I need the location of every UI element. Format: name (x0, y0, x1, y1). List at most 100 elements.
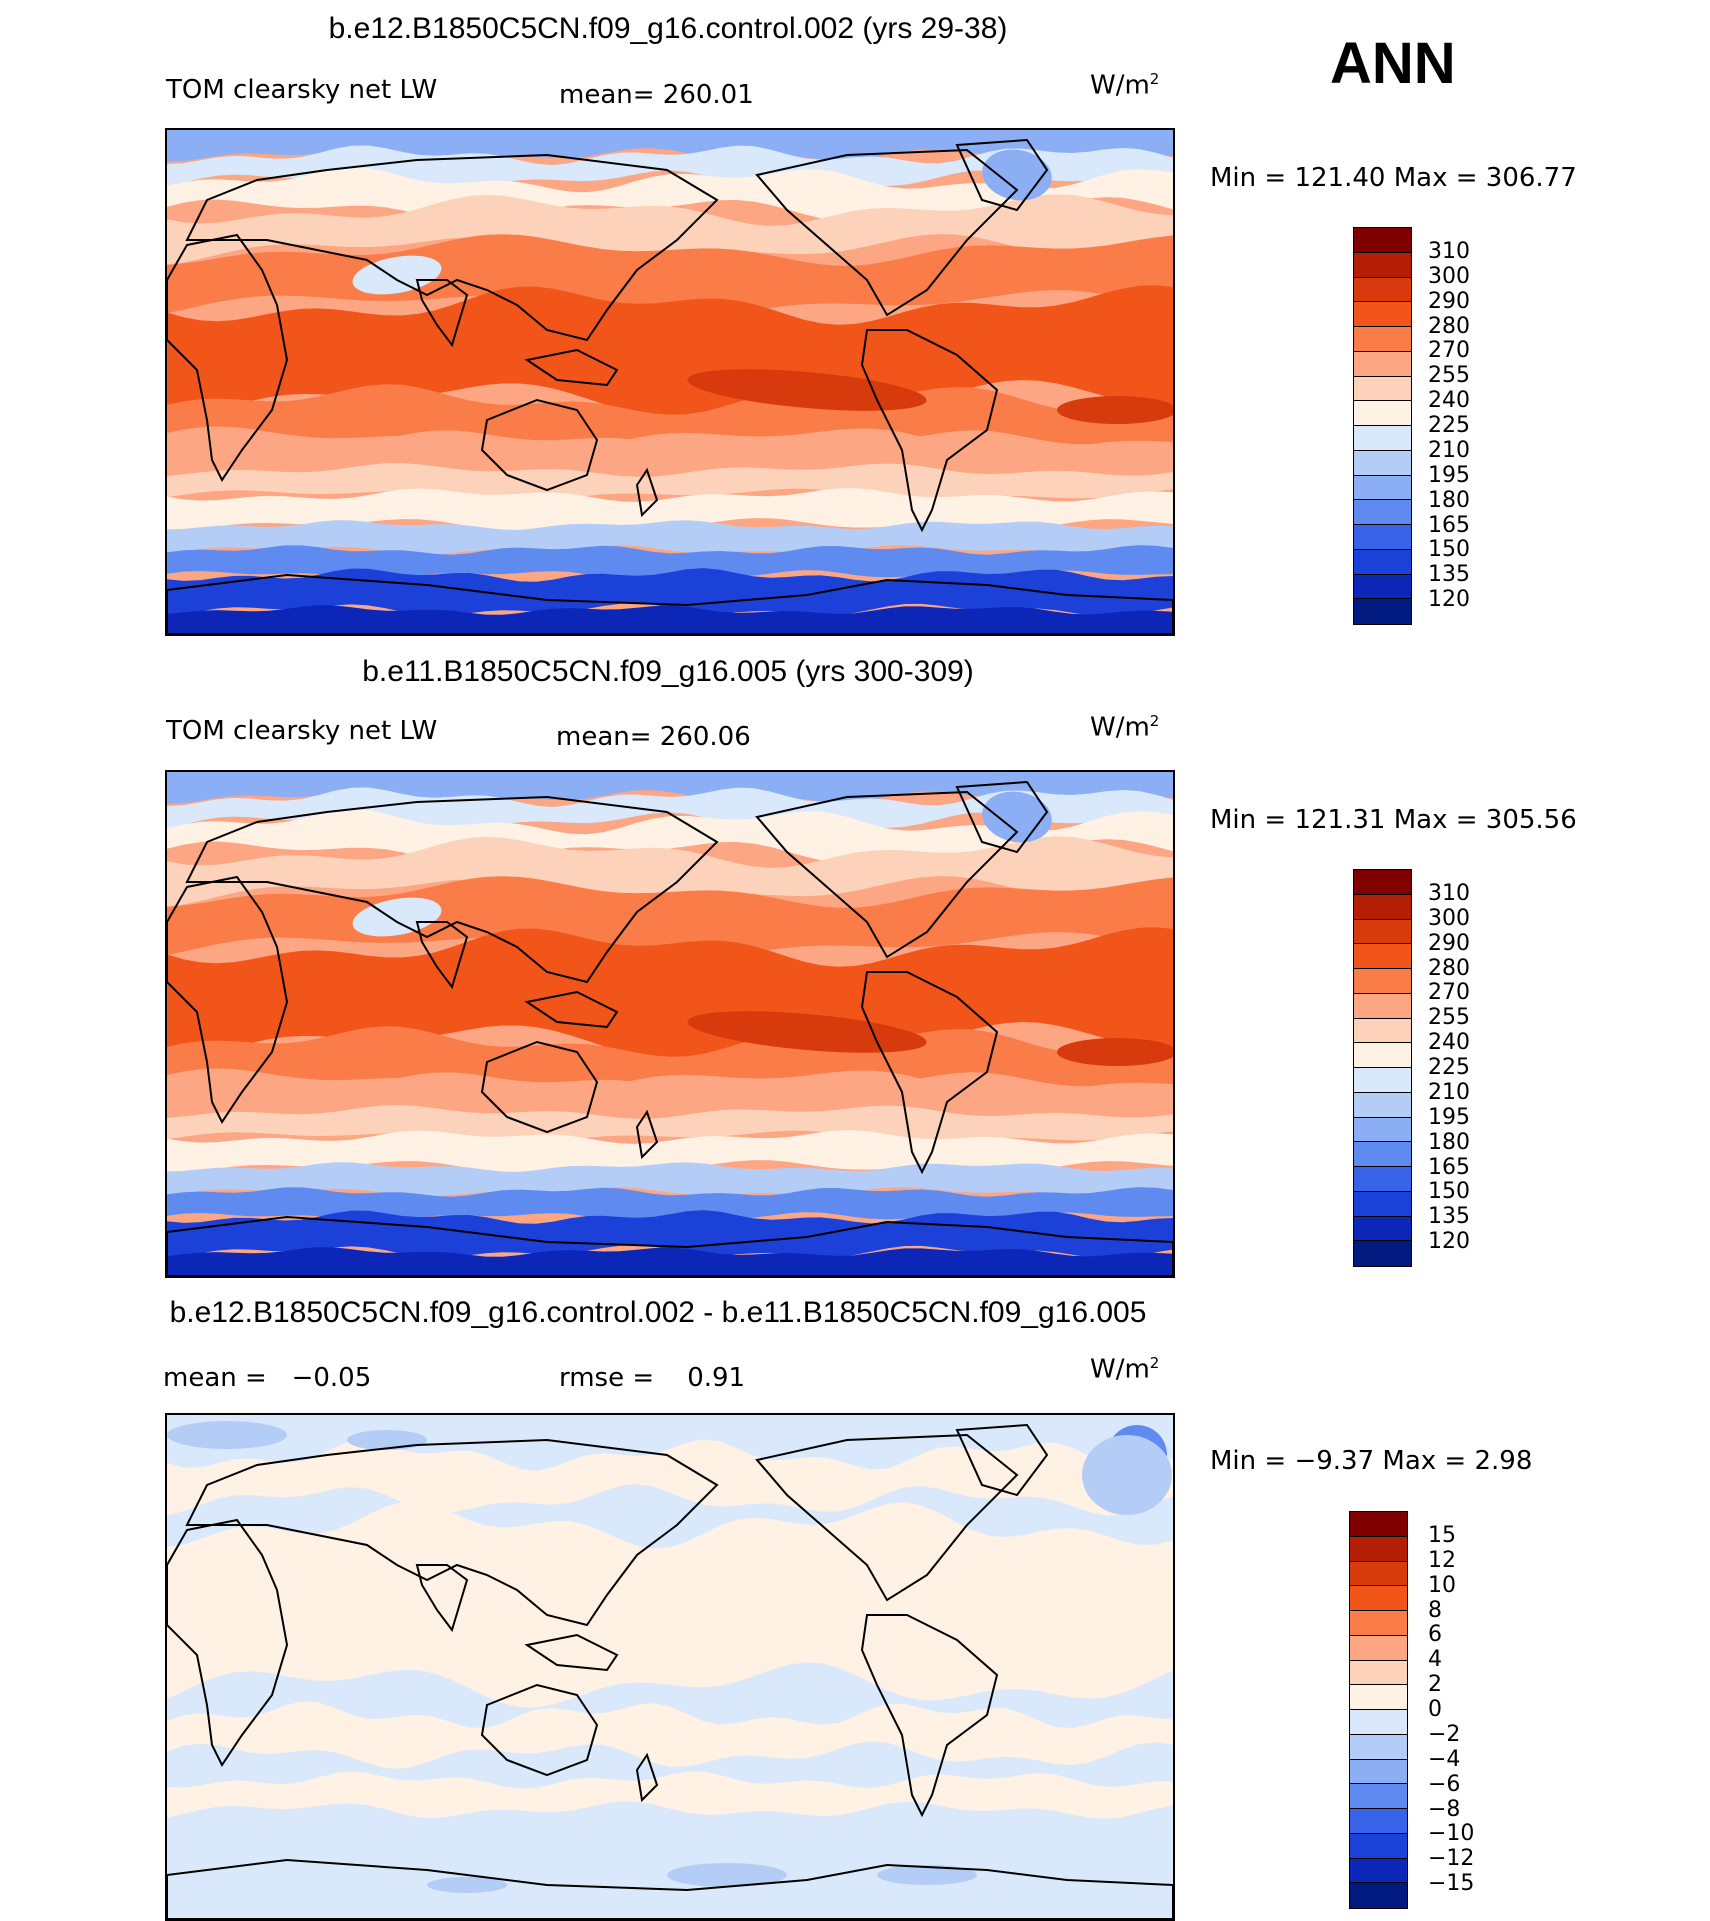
panel-1-max-value: 306.77 (1485, 163, 1577, 193)
panel-2-max-label: Max = (1393, 805, 1486, 835)
colorbar-box (1354, 1191, 1411, 1217)
colorbar-box (1354, 450, 1411, 476)
contour-blob (347, 1430, 427, 1450)
panel-3-max-label: Max = (1382, 1446, 1475, 1476)
colorbar-tick-label: 300 (1428, 905, 1470, 931)
coastline (635, 1109, 659, 1160)
colorbar-box (1354, 426, 1411, 451)
panel-3-mean-label: mean = −0.05 (163, 1363, 372, 1393)
colorbar-box (1354, 599, 1411, 624)
contour-band (167, 787, 1173, 832)
colorbar-tick-label: 225 (1428, 1055, 1470, 1080)
colorbar-tick-label: −2 (1428, 1721, 1461, 1747)
colorbar-box (1350, 1734, 1407, 1760)
colorbar-tick-label: −15 (1428, 1871, 1475, 1897)
coastline (415, 279, 469, 348)
colorbar-tick-label: −4 (1428, 1746, 1461, 1772)
panel-1-minmax: Min = 121.40 Max = 306.77 (1210, 163, 1577, 193)
panel-2-field (167, 772, 1173, 1276)
colorbar-tick-label: 225 (1428, 413, 1470, 438)
colorbar-tick-label: 195 (1428, 462, 1470, 488)
contour-band (167, 130, 1173, 162)
panel-1-units: W/m2 (1090, 70, 1160, 101)
colorbar-box (1350, 1809, 1407, 1834)
coastline (955, 138, 1049, 212)
panel-3-title: b.e12.B1850C5CN.f09_g16.control.002 - b.… (169, 1296, 1147, 1329)
panel-2-map (165, 770, 1175, 1278)
season-label: ANN (1330, 31, 1456, 96)
colorbar-box (1354, 549, 1411, 575)
colorbar-box (1354, 302, 1411, 327)
contour-band (167, 568, 1173, 617)
colorbar-box (1354, 525, 1411, 550)
coastline (167, 875, 289, 1124)
colorbar-box (1350, 1635, 1407, 1661)
colorbar-tick-label: 4 (1428, 1647, 1442, 1673)
colorbar-tick-label: 165 (1428, 1154, 1470, 1180)
colorbar-tick-label: 8 (1428, 1597, 1442, 1623)
colorbar-tick-label: 0 (1428, 1697, 1442, 1722)
contour-blob (1057, 396, 1173, 424)
coastline (635, 467, 659, 518)
panel-2-title: b.e11.B1850C5CN.f09_g16.005 (yrs 300-309… (362, 655, 974, 688)
coastline (167, 1518, 289, 1767)
colorbar-tick-label: 310 (1428, 880, 1470, 906)
contour-blob (687, 1011, 927, 1053)
colorbar-box (1350, 1660, 1407, 1686)
panel-1-min-label: Min = (1210, 163, 1295, 193)
coastline (167, 1858, 1173, 1919)
contour-band (167, 488, 1173, 532)
colorbar-box (1354, 993, 1411, 1019)
coastline (415, 921, 469, 990)
colorbar-tick-label: −6 (1428, 1771, 1461, 1797)
coastline (860, 971, 999, 1175)
colorbar-tick-label: 180 (1428, 487, 1470, 513)
colorbar-box (1354, 1043, 1411, 1068)
contour-blob (877, 1865, 977, 1885)
colorbar-box (1354, 894, 1411, 920)
colorbar-tick-label: 280 (1428, 955, 1470, 981)
contour-band (167, 1210, 1173, 1259)
colorbar-box (1354, 475, 1411, 501)
colorbar-box (1350, 1561, 1407, 1587)
coastline (860, 1614, 999, 1818)
colorbar-tick-label: 135 (1428, 1204, 1470, 1230)
panel-2-variable-label: TOM clearsky net LW (166, 716, 438, 746)
colorbar-tick-label: 290 (1428, 288, 1470, 314)
contour-blob (1082, 1435, 1172, 1515)
colorbar-tick-label: 180 (1428, 1129, 1470, 1155)
colorbar-box (1350, 1710, 1407, 1735)
panel-2-max-value: 305.56 (1485, 805, 1577, 835)
contour-band (167, 1771, 1173, 1819)
coastline (167, 1215, 1173, 1276)
coastline (755, 148, 1019, 317)
colorbar-tick-label: 15 (1428, 1522, 1456, 1548)
colorbar-box (1350, 1611, 1407, 1636)
coastline (480, 398, 599, 492)
contour-band (167, 772, 1173, 804)
colorbar-tick-label: 270 (1428, 338, 1470, 364)
colorbar-tick-label: 255 (1428, 1005, 1470, 1031)
panel-2-colorbar (1353, 869, 1412, 1267)
colorbar-tick-label: 150 (1428, 1179, 1470, 1205)
panel-1-colorbar (1353, 227, 1412, 625)
coastline (167, 233, 289, 482)
colorbar-tick-label: 120 (1428, 1229, 1470, 1255)
colorbar-box (1354, 376, 1411, 402)
contour-band (167, 194, 1173, 265)
panel-1-max-label: Max = (1393, 163, 1486, 193)
contour-band (167, 145, 1173, 190)
coastline (860, 329, 999, 533)
colorbar-box (1350, 1512, 1407, 1537)
panel-1-title: b.e12.B1850C5CN.f09_g16.control.002 (yrs… (328, 12, 1008, 45)
coastline (480, 1683, 599, 1777)
colorbar-tick-label: 12 (1428, 1547, 1456, 1573)
panel-3-map (165, 1413, 1175, 1921)
colorbar-tick-label: 210 (1428, 437, 1470, 463)
colorbar-box (1354, 870, 1411, 895)
colorbar-tick-label: 240 (1428, 1030, 1470, 1056)
colorbar-tick-label: 120 (1428, 587, 1470, 613)
contour-band (167, 545, 1173, 580)
colorbar-tick-label: 240 (1428, 388, 1470, 414)
panel-2-minmax: Min = 121.31 Max = 305.56 (1210, 805, 1577, 835)
